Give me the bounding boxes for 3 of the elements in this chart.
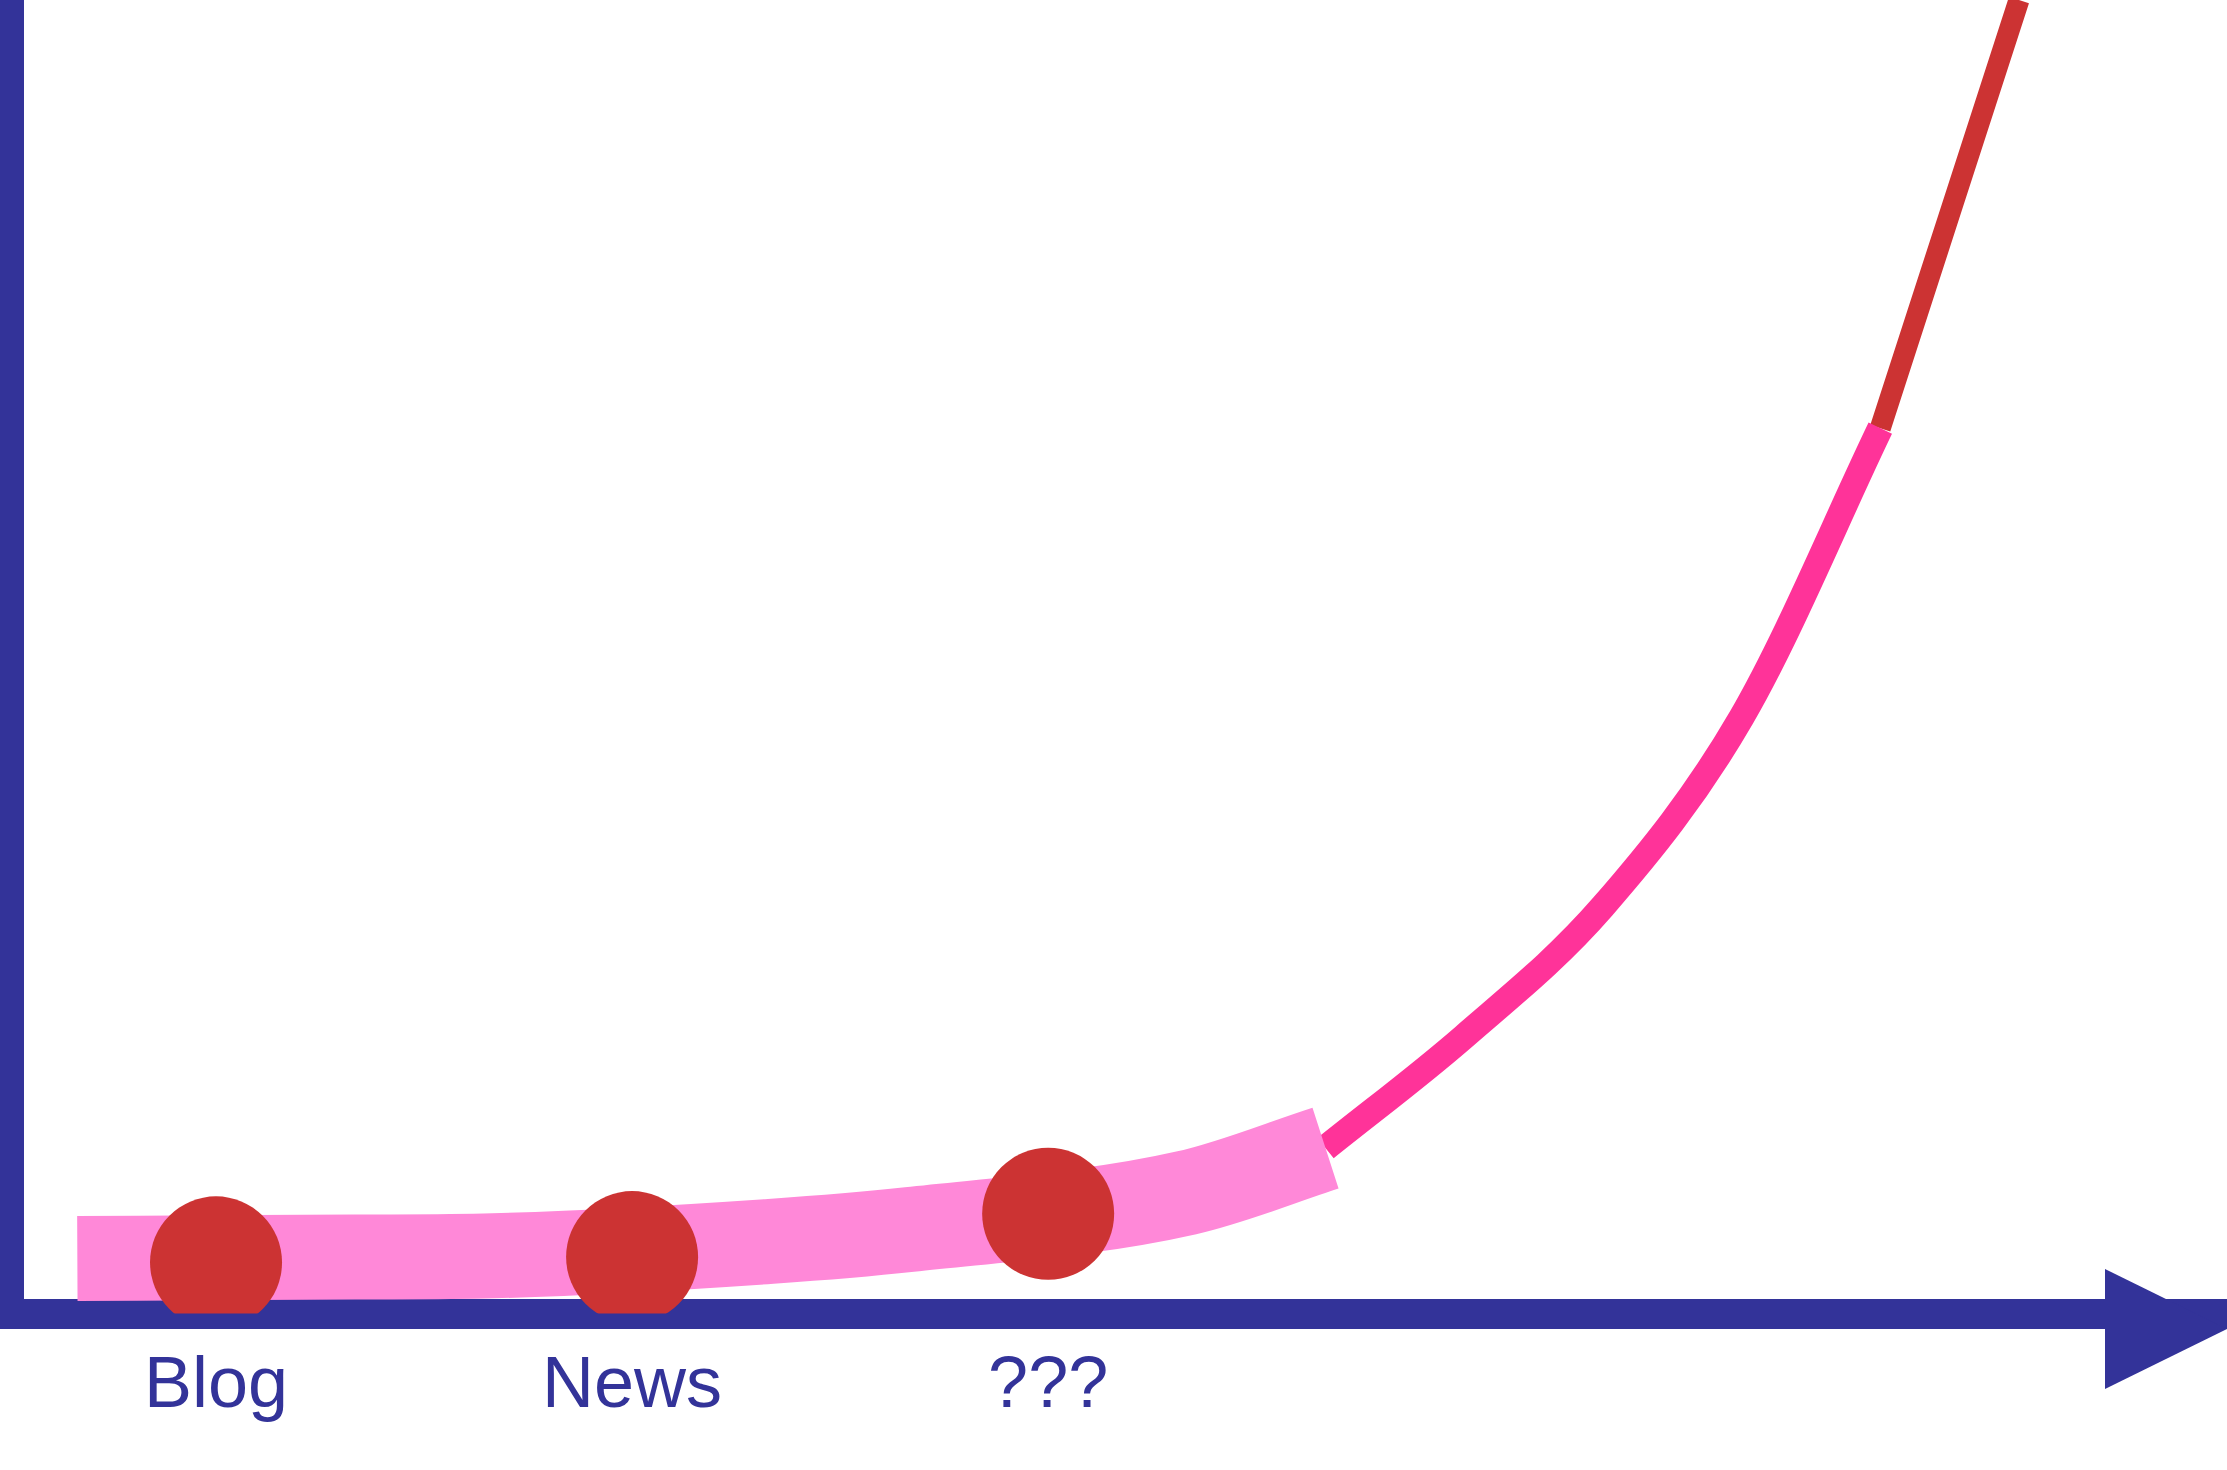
x-tick-label: News (542, 1341, 723, 1422)
x-tick-label: Blog (143, 1341, 289, 1422)
x-tick-label: ??? (988, 1341, 1109, 1422)
